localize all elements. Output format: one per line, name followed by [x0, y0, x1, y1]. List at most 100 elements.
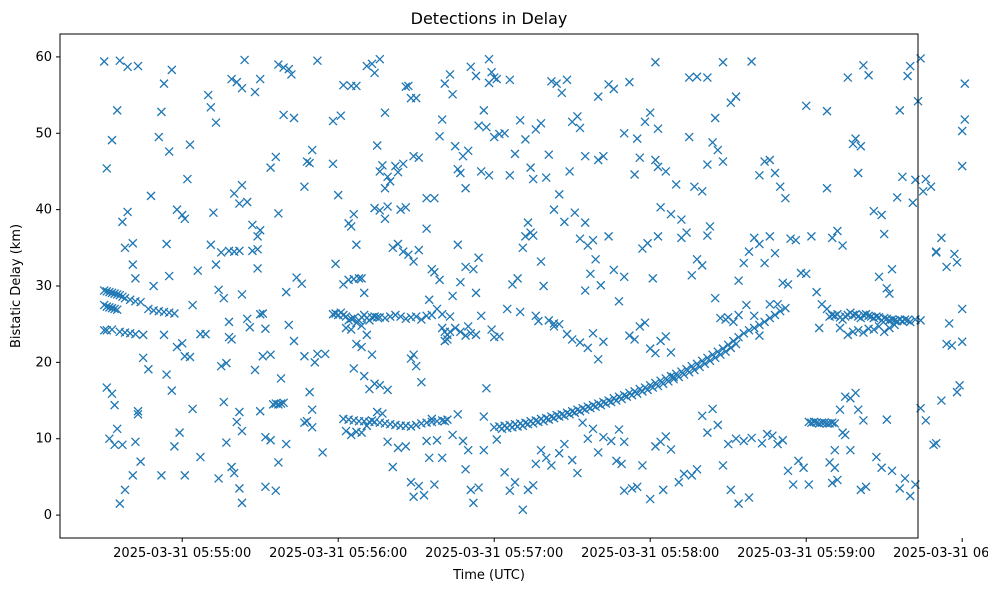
detection-point [578, 418, 588, 428]
y-tick-label: 30 [35, 279, 52, 294]
detection-point [409, 350, 419, 360]
detection-point [765, 299, 775, 309]
detection-point [117, 292, 127, 302]
detection-point [848, 139, 858, 149]
detection-point [718, 57, 728, 67]
detection-point [614, 425, 624, 435]
detection-point [957, 337, 967, 347]
detection-point [957, 304, 967, 314]
detection-point [632, 134, 642, 144]
detection-point [827, 478, 837, 488]
detection-point [848, 310, 858, 320]
detection-point [783, 280, 793, 289]
detection-point [414, 153, 424, 163]
detection-point [762, 429, 772, 439]
detection-point [944, 318, 954, 328]
detection-point [260, 432, 270, 442]
detection-point [349, 274, 359, 284]
detection-point [627, 483, 637, 493]
detection-point [466, 328, 476, 338]
detection-point [401, 314, 411, 324]
detection-point [411, 312, 421, 322]
detection-point [780, 303, 790, 313]
detection-point [307, 422, 317, 432]
detection-point [739, 258, 749, 268]
detection-point [666, 209, 676, 219]
x-tick-label: 2025-03-31 05:59:00 [737, 546, 875, 561]
detection-point [383, 202, 393, 212]
detection-point [877, 463, 887, 473]
detection-point [949, 249, 959, 259]
detection-point [349, 364, 359, 373]
detection-point [403, 81, 413, 91]
detection-point [908, 198, 918, 208]
detection-point [744, 247, 754, 257]
detection-point [575, 234, 585, 244]
detection-point [214, 473, 224, 483]
detection-point [609, 84, 619, 94]
detection-point [299, 351, 309, 361]
detection-point [830, 445, 840, 455]
detection-point [643, 238, 653, 248]
detection-point [754, 320, 764, 330]
detection-point [827, 418, 837, 428]
detection-point [640, 318, 650, 328]
detection-point [336, 111, 346, 121]
detection-point [273, 208, 283, 218]
detection-point [416, 315, 426, 325]
detection-point [637, 386, 647, 396]
detection-point [830, 463, 840, 473]
detection-point [479, 105, 489, 115]
detection-point [744, 493, 754, 502]
detection-point [765, 155, 775, 165]
detection-point [505, 170, 515, 180]
detection-point [162, 370, 172, 380]
detection-point [596, 280, 606, 290]
detection-point [383, 385, 393, 395]
detection-point [879, 229, 889, 239]
detection-point [858, 415, 868, 425]
detection-point [468, 264, 478, 274]
detection-point [801, 269, 811, 279]
detection-point [232, 417, 242, 427]
detection-point [253, 244, 263, 254]
detection-point [679, 370, 689, 380]
detection-point [201, 329, 211, 339]
detection-point [156, 470, 166, 480]
x-tick-label: 2025-03-31 05:57:00 [425, 546, 563, 561]
detection-point [125, 295, 135, 305]
detection-point [442, 334, 452, 344]
detection-point [136, 457, 146, 467]
detection-point [180, 214, 190, 224]
detection-point [843, 330, 853, 340]
detection-point [788, 480, 798, 490]
detection-point [437, 115, 447, 124]
detection-point [188, 300, 198, 310]
detection-point [619, 390, 629, 400]
detection-point [679, 469, 689, 479]
detection-point [598, 151, 608, 161]
detection-point [115, 290, 125, 300]
detection-point [536, 118, 546, 128]
detection-point [645, 494, 655, 504]
detection-point [726, 485, 736, 495]
chart-title: Detections in Delay [411, 9, 568, 28]
detection-point [570, 408, 580, 418]
detection-point [710, 113, 720, 123]
detection-point [383, 172, 393, 182]
detection-point [960, 79, 970, 89]
detection-point [544, 415, 554, 425]
detection-point [591, 402, 601, 412]
detection-point [653, 162, 663, 172]
detection-point [648, 273, 658, 283]
detection-point [437, 453, 447, 463]
detection-point [838, 241, 848, 250]
detection-point [767, 431, 777, 441]
detection-point [887, 315, 897, 325]
detection-point [120, 293, 130, 303]
detection-point [143, 304, 153, 314]
detection-point [110, 400, 120, 410]
detection-point [669, 374, 679, 384]
detection-point [481, 383, 491, 393]
detection-point [302, 157, 312, 166]
